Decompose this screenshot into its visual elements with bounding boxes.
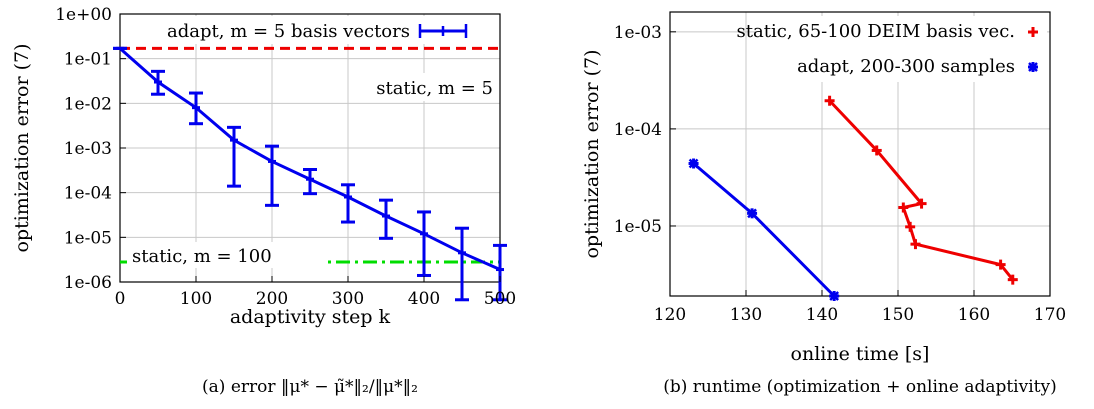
b-series-0-point-7 [1007,274,1018,285]
a-static5-label-bg [352,73,498,101]
a-y-tick-label-1: 1e-05 [64,228,112,248]
b-y-tick-label-0: 1e-05 [614,217,662,237]
b-legend-static-label: static, 65-100 DEIM basis vec. [737,21,1015,42]
a-adapt-errorbar-9 [455,226,469,302]
b-x-tick-label-4: 160 [958,305,990,325]
a-adapt-errorbar-4 [265,144,279,207]
a-y-tick-label-3: 1e-03 [64,139,112,159]
b-x-tick-label-2: 140 [806,305,838,325]
b-x-axis-label: online time [s] [791,343,930,365]
b-legend-adapt-marker [1028,62,1038,72]
a-x-tick-label-5: 500 [484,289,516,309]
b-plot-frame [669,11,1051,297]
b-series-0-point-0 [824,95,835,106]
b-series-0-point-1 [871,145,882,156]
b-y-tick-label-1: 1e-04 [614,120,662,140]
b-y-tick-label-2: 1e-03 [614,23,662,43]
b-x-tick-label-1: 130 [730,305,762,325]
a-adapt-errorbar-3 [227,125,241,188]
b-x-tick-label-3: 150 [882,305,914,325]
b-series-1-point-1 [747,208,758,219]
a-y-axis-label: optimization error (7) [11,43,33,252]
a-y-tick-label-5: 1e-01 [64,50,112,70]
b-legend-adapt-label: adapt, 200-300 samples [797,56,1015,77]
a-y-tick-label-2: 1e-04 [64,184,112,204]
b-legend: static, 65-100 DEIM basis vec. adapt, 20… [737,16,1047,82]
a-x-tick-label-0: 0 [115,289,126,309]
b-marks [688,95,1018,301]
b-ticks: 120 130 140 150 160 170 1e-05 1e-04 1e-03 [614,23,1066,325]
b-series-0-point-5 [910,239,921,250]
b-legend-adapt-marker-d2 [1028,62,1038,72]
a-adapt-errorbar-1 [151,69,165,96]
a-caption: (a) error ‖μ* − μ̃*‖₂/‖μ*‖₂ [202,377,418,397]
b-series-0-line [828,99,1014,281]
b-series-0-point-6 [995,259,1006,270]
a-x-tick-label-2: 200 [256,289,288,309]
a-x-axis-label: adaptivity step k [230,306,391,328]
a-ticks: 0 100 200 300 400 500 1e-06 1e-05 1e-04 1e-03 1e-0… [55,5,516,309]
a-legend: adapt, m = 5 basis vectors static, m = 5… [125,16,498,268]
b-y-axis-label: optimization error (7) [581,49,603,258]
b-series-1-point-1-d2 [747,208,757,219]
b-series-1-line [692,162,836,298]
a-adapt-errorbar-7 [379,198,393,240]
b-series-0-point-4 [905,221,916,232]
b-series-1-point-0-d2 [688,158,699,169]
a-legend-static100-label: static, m = 100 [132,246,272,267]
a-legend-box [125,16,427,44]
b-x-tick-label-0: 120 [654,305,686,325]
b-legend-box [755,16,1047,82]
b-series-1-point-0 [688,158,699,169]
a-adapt-errorbar-2 [189,91,203,126]
b-series-1-point-2-d2 [829,291,840,301]
a-adapt-errorbar-6 [341,183,355,224]
a-legend-adapt-label: adapt, m = 5 basis vectors [167,21,410,42]
a-adapt-errorbar-8 [417,210,431,277]
a-x-tick-label-3: 300 [332,289,364,309]
panel-a: 0 100 200 300 400 500 1e-06 1e-05 1e-04 1e-03 1e-0… [11,5,516,397]
a-y-tick-label-4: 1e-02 [64,94,112,114]
a-y-tick-label-0: 1e-06 [64,273,112,293]
b-legend-static-marker [1028,27,1038,37]
a-legend-static5-label: static, m = 5 [376,78,493,99]
panel-b: 120 130 140 150 160 170 1e-05 1e-04 1e-03 online… [581,11,1066,397]
a-x-tick-label-4: 400 [408,289,440,309]
b-caption: (b) runtime (optimization + online adapt… [663,377,1056,397]
b-series-0-point-3 [898,202,909,213]
b-series-0-point-2 [916,198,927,209]
b-x-tick-label-5: 170 [1034,305,1066,325]
a-x-tick-label-1: 100 [180,289,212,309]
a-static100-label-bg [127,242,327,268]
a-y-tick-label-6: 1e+00 [55,5,112,25]
a-adapt-errorbar-5 [303,168,317,196]
a-adapt-errorbar-10 [493,243,507,302]
b-series-1-point-2 [829,291,840,301]
